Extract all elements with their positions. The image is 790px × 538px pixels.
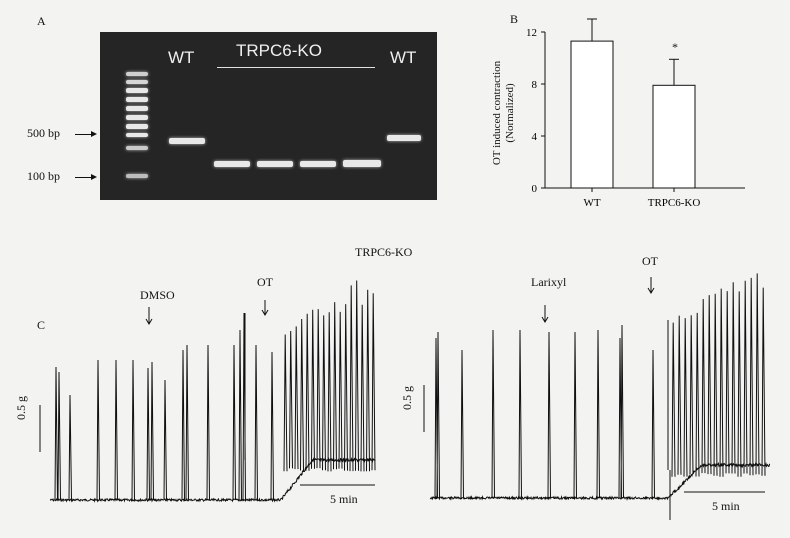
panel-c-title: TRPC6-KO <box>355 245 413 259</box>
arrow-500bp <box>75 134 91 135</box>
larixyl-arrow-head <box>541 316 549 323</box>
right-trace-baseline <box>429 461 771 501</box>
right-marker-larixyl: Larixyl <box>531 275 567 289</box>
right-scale-x: 5 min <box>712 499 740 513</box>
contraction-traces <box>39 273 771 520</box>
left-trace-spikes <box>54 312 274 501</box>
right-trace-spikes <box>434 324 655 499</box>
bar-trpc6-ko <box>652 84 696 189</box>
ko-band-3 <box>300 161 336 167</box>
right-marker-ot: OT <box>642 254 658 268</box>
arrow-100bp <box>75 177 91 178</box>
right-scale-y: 0.5 g <box>400 386 414 410</box>
dmso-arrow-head <box>145 318 153 325</box>
x-tick-label: TRPC6-KO <box>648 197 701 209</box>
left-scale-x: 5 min <box>330 492 358 506</box>
marker-500bp: 500 bp <box>27 126 60 140</box>
wt-band-right <box>387 135 421 141</box>
wt-band-left <box>169 138 205 144</box>
panel-c-label: C <box>37 318 46 332</box>
ot-arrow-left-head <box>261 309 269 316</box>
left-marker-ot: OT <box>257 275 273 289</box>
ko-band-4 <box>343 160 381 167</box>
lane-label-wt-left: WT <box>168 48 195 67</box>
left-trace-baseline <box>49 456 376 503</box>
ko-band-2 <box>257 161 293 167</box>
significance-star: * <box>672 40 678 54</box>
ko-underline <box>217 67 375 68</box>
marker-100bp: 100 bp <box>27 169 60 183</box>
bar-chart: 0 4 8 12 WT TRPC6-KO <box>526 18 745 209</box>
x-tick-label: WT <box>583 197 600 209</box>
agarose-gel-image: WT TRPC6-KO WT <box>100 32 437 200</box>
right-trace-oscillations <box>671 273 766 477</box>
y-tick-label: 12 <box>526 27 537 39</box>
y-tick-label: 4 <box>532 131 538 143</box>
lane-label-trpc6-ko: TRPC6-KO <box>236 41 322 60</box>
ot-arrow-right-head <box>647 287 655 294</box>
left-scale-y: 0.5 g <box>14 396 28 420</box>
left-marker-dmso: DMSO <box>140 288 175 302</box>
arrowhead-500bp <box>91 131 97 137</box>
arrowhead-100bp <box>91 174 97 180</box>
panel-b-label: B <box>510 12 519 26</box>
y-tick-label: 0 <box>532 183 538 195</box>
ko-band-1 <box>214 161 250 167</box>
left-trace-oscillations <box>283 280 376 472</box>
bar-wt <box>570 40 614 189</box>
y-tick-label: 8 <box>532 79 538 91</box>
lane-label-wt-right: WT <box>390 48 417 67</box>
panel-a-label: A <box>37 14 46 28</box>
